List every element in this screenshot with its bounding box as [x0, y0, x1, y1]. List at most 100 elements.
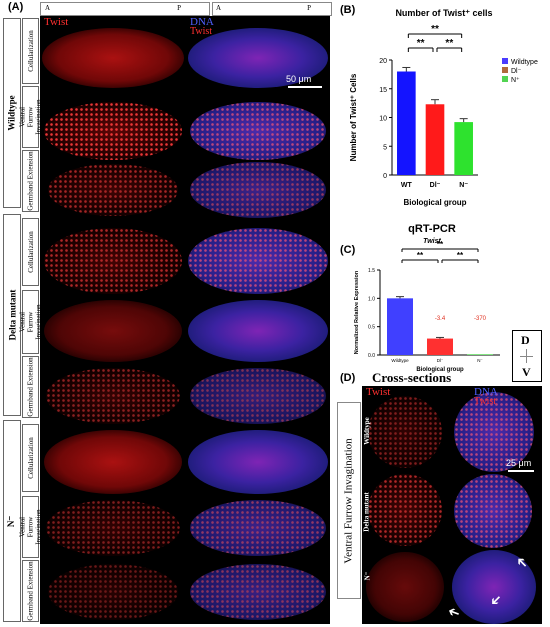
- stage-box: Cellularization: [22, 18, 39, 84]
- embryo-image: [46, 368, 180, 424]
- dv-compass: D V: [512, 330, 542, 382]
- stage-label: Cellularization: [26, 30, 35, 72]
- posterior-label: P: [177, 4, 181, 12]
- embryo-image: [188, 430, 328, 494]
- twist-channel-label: Twist: [190, 26, 213, 37]
- side-label: Ventral Furrow Invagination: [343, 437, 355, 564]
- fold-change-label: -370: [474, 316, 487, 322]
- legend-label: N⁺: [511, 77, 520, 84]
- embryo-image: [42, 28, 184, 88]
- panel-c-letter: (C): [340, 244, 356, 256]
- embryo-image: [190, 162, 326, 218]
- y-tick-label: 1.5: [368, 268, 375, 274]
- twist-channel-label: Twist: [44, 16, 69, 28]
- stage-box: Ventral Furrow Invagination: [19, 290, 43, 354]
- row-label: Wildtype: [363, 417, 371, 445]
- y-tick-label: 0: [383, 173, 387, 180]
- scale-bar: [508, 470, 534, 472]
- row-label: Delta mutant: [363, 492, 371, 532]
- x-tick-label: Wildtype: [391, 358, 409, 363]
- ap-axis-right: A P: [212, 2, 332, 16]
- cross-section-image: [366, 552, 444, 622]
- stage-box: Germband Extension: [22, 356, 39, 418]
- significance-label: **: [457, 251, 464, 260]
- embryo-image: [190, 102, 326, 160]
- significance-label: **: [417, 251, 424, 260]
- y-tick-label: 10: [379, 116, 387, 123]
- embryo-image: [44, 300, 182, 362]
- embryo-image: [44, 430, 182, 494]
- embryo-image: [190, 500, 326, 556]
- y-tick-label: 0.0: [368, 353, 375, 359]
- anterior-label: A: [216, 4, 222, 12]
- stage-label: Ventral Furrow Invagination: [18, 99, 43, 135]
- embryo-image: [190, 368, 326, 424]
- panel-b-letter: (B): [340, 4, 356, 16]
- row-label: N⁻: [363, 571, 371, 581]
- y-tick-label: 15: [379, 87, 387, 94]
- arrow-icon: ➔: [445, 603, 462, 623]
- chart-title: qRT-PCR: [408, 223, 456, 235]
- bar: [427, 338, 453, 355]
- y-tick-label: 5: [383, 144, 387, 151]
- legend-swatch: [502, 76, 508, 82]
- y-tick-label: 1.0: [368, 296, 375, 302]
- stage-box: Ventral Furrow Invagination: [19, 496, 43, 558]
- scale-bar-label: 50 μm: [286, 74, 312, 84]
- x-axis-label: Biological group: [416, 367, 464, 373]
- significance-label: **: [437, 240, 444, 249]
- group-box-wildtype: Wildtype: [3, 18, 21, 208]
- x-tick-label: Dl⁻: [430, 182, 441, 189]
- bar: [387, 298, 413, 355]
- group-box-delta: Delta mutant: [3, 214, 21, 416]
- embryo-image: [188, 300, 328, 362]
- ap-axis-left: A P: [40, 2, 210, 16]
- legend-label: Wildtype: [511, 59, 538, 66]
- significance-label: **: [417, 38, 425, 49]
- anterior-label: A: [45, 4, 51, 12]
- embryo-image: [46, 500, 180, 556]
- scale-bar: [288, 86, 322, 88]
- embryo-image: [48, 564, 178, 620]
- panel-d-letter: (D): [340, 372, 356, 384]
- stage-box: Cellularization: [22, 218, 39, 286]
- cross-sections-title: Cross-sections: [372, 370, 452, 385]
- group-label: Wildtype: [7, 95, 17, 131]
- dna-channel-label: DNA: [190, 16, 214, 28]
- panel-a-letter: (A): [8, 1, 24, 13]
- stage-box: Germband Extension: [22, 150, 39, 212]
- legend-label: Dl⁻: [511, 68, 522, 75]
- stage-label: Germband Extension: [26, 357, 35, 417]
- significance-label: **: [445, 38, 453, 49]
- x-tick-label: WT: [401, 182, 413, 189]
- stage-label: Cellularization: [26, 437, 35, 479]
- stage-label: Germband Extension: [26, 561, 35, 621]
- cross-section-image: [454, 474, 532, 548]
- legend-swatch: [502, 67, 508, 73]
- qrt-pcr-bar-chart: qRT-PCR Twist 0.0 0.5 1.0 1.5 Normalized Relat…: [354, 223, 500, 373]
- panel-d-side-label-box: Ventral Furrow Invagination: [337, 402, 361, 599]
- dna-channel-label: DNA: [474, 386, 498, 398]
- chart-title: Number of Twist⁺ cells: [395, 8, 492, 18]
- twist-cells-bar-chart: Number of Twist⁺ cells 0 5 10 15 20 Number of …: [349, 8, 538, 207]
- cross-section-image: [368, 474, 442, 546]
- posterior-label: P: [307, 4, 311, 12]
- x-axis-label: Biological group: [403, 198, 466, 207]
- stage-box: Ventral Furrow Invagination: [19, 86, 43, 148]
- significance-label: **: [431, 24, 439, 35]
- twist-channel-label: Twist: [366, 386, 391, 398]
- group-label: Delta mutant: [7, 289, 17, 341]
- x-tick-label: N⁻: [459, 182, 468, 189]
- stage-label: Cellularization: [26, 231, 35, 273]
- y-axis-label: Normalized Relative Expression: [354, 270, 360, 354]
- stage-box: Germband Extension: [22, 560, 39, 622]
- bar: [425, 104, 445, 175]
- scale-bar-label: 25 μm: [506, 458, 532, 468]
- dorsal-label: D: [521, 333, 530, 347]
- group-label: N⁻: [6, 515, 17, 527]
- panel-d-micrographs: Twist DNA Twist 25 μm ➔ ➔ ➔: [362, 386, 542, 624]
- embryo-image: [190, 564, 326, 620]
- cross-section-image: [452, 550, 536, 624]
- group-box-notch: N⁻: [3, 420, 21, 622]
- bar: [397, 71, 416, 175]
